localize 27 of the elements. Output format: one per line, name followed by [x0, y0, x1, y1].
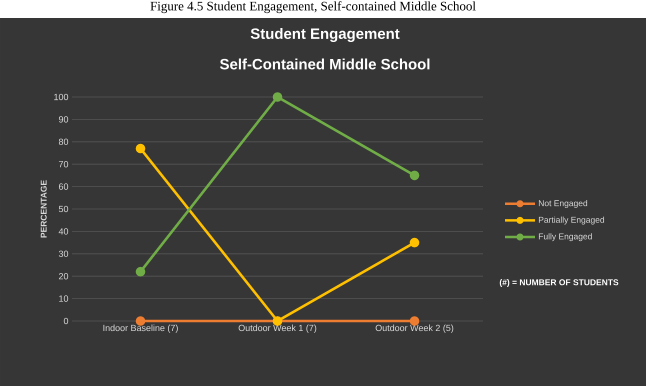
y-tick-label: 40: [58, 228, 68, 235]
y-tick-label: 100: [54, 94, 68, 100]
chart-subtitle: Self-Contained Middle School: [220, 58, 430, 70]
legend-label: Partially Engaged: [538, 216, 604, 224]
point: [136, 144, 146, 154]
x-tick-label: Indoor Baseline (7): [103, 324, 178, 333]
y-tick-label: 20: [58, 273, 68, 280]
x-tick-label: Outdoor Week 1 (7): [238, 324, 316, 333]
legend-label: Not Engaged: [538, 200, 588, 208]
y-tick-label: 80: [58, 138, 68, 145]
y-tick-label: 30: [58, 250, 68, 257]
x-tick-label: Outdoor Week 2 (5): [376, 324, 454, 333]
point: [410, 238, 420, 248]
point: [136, 266, 146, 277]
chart-title: Student Engagement: [250, 28, 400, 42]
caption: Figure 4.5 Student Engagement, Self-contained Middle School: [150, 1, 476, 14]
y-tick-label: 90: [58, 116, 68, 123]
y-tick-label: 60: [58, 183, 68, 190]
y-tick-label: 10: [59, 295, 68, 302]
y-tick-label: 50: [58, 206, 68, 212]
point: [272, 92, 282, 102]
y-axis-title: PERCENTAGE: [40, 180, 47, 238]
point: [410, 170, 420, 180]
text: (#) = NUMBER OF STUDENTS: [500, 279, 618, 287]
legend-label: Fully Engaged: [538, 233, 592, 242]
y-tick-label: 70: [58, 161, 68, 168]
y-tick-label: 0: [64, 318, 68, 324]
